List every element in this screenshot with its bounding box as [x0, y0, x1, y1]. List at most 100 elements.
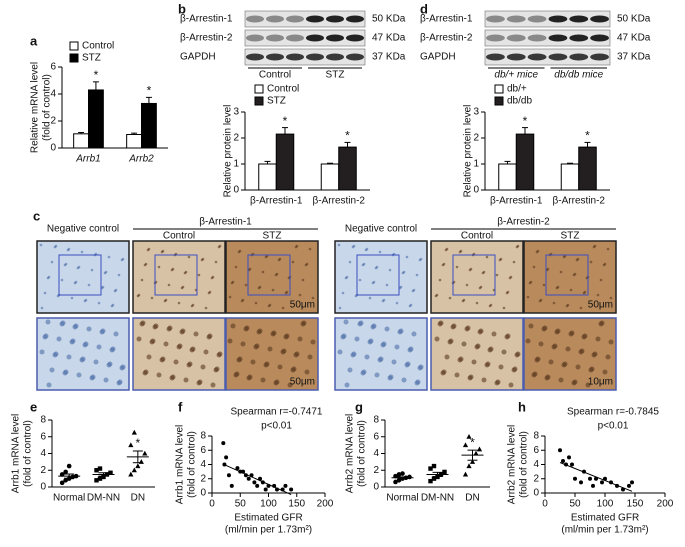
nucleus [227, 338, 233, 344]
nucleus [39, 349, 45, 355]
nucleus [301, 278, 305, 282]
nucleus [565, 346, 571, 352]
blot-band [346, 53, 364, 61]
y-tick-label: 2 [40, 465, 46, 476]
point [226, 473, 231, 478]
nucleus [545, 374, 551, 380]
point [393, 473, 398, 479]
nucleus [485, 255, 489, 259]
nucleus [471, 359, 477, 365]
y-tick-label: 4 [373, 448, 379, 459]
legend-label: STZ [82, 53, 101, 64]
point [101, 474, 106, 480]
nucleus [53, 351, 59, 357]
protein-label: β-Arrestin-1 [199, 217, 252, 228]
point [108, 470, 113, 475]
annotation: p<0.01 [261, 421, 292, 432]
nucleus [454, 372, 460, 378]
blot-band [286, 34, 304, 42]
inset-box [356, 254, 400, 296]
blot-band [326, 34, 344, 42]
nucleus [569, 330, 575, 336]
nucleus [599, 320, 605, 326]
panel-letter: d [420, 1, 428, 16]
nucleus [585, 382, 591, 388]
nucleus [515, 351, 521, 357]
point [603, 476, 607, 481]
y-axis-label: (fold of control) [519, 431, 530, 498]
nucleus [207, 333, 213, 339]
nucleus [401, 377, 407, 383]
nucleus [583, 290, 587, 294]
point [564, 462, 568, 467]
nucleus [491, 331, 497, 337]
legend-swatch [254, 84, 264, 94]
nucleus [482, 270, 486, 274]
point [142, 450, 148, 456]
nucleus [244, 325, 250, 331]
nucleus [448, 296, 452, 300]
column-label: STZ [263, 231, 282, 242]
nucleus [388, 268, 392, 272]
nucleus [107, 255, 111, 259]
bar [320, 163, 340, 191]
size-label: 37 KDa [372, 52, 406, 63]
nucleus [525, 338, 531, 344]
y-axis-label: Arrb2 mRNA level [345, 414, 356, 493]
nucleus [305, 262, 309, 266]
bar [126, 134, 143, 149]
nucleus [528, 323, 534, 329]
nucleus [516, 244, 520, 248]
nucleus [348, 260, 352, 264]
y-tick-label: 8 [200, 431, 206, 442]
nucleus [150, 338, 156, 344]
point [573, 476, 577, 481]
nucleus [66, 354, 72, 360]
nucleus [365, 247, 369, 251]
blot-band [246, 34, 264, 42]
nucleus [354, 336, 360, 342]
column-label: Negative control [345, 224, 417, 235]
x-axis-label: Estimated GFR [234, 513, 302, 524]
nucleus [70, 296, 74, 300]
nucleus [80, 250, 84, 254]
nucleus [451, 323, 457, 329]
y-tick-label: 3 [473, 107, 479, 118]
blot-band [590, 53, 609, 61]
nucleus [402, 270, 406, 274]
scale-bar: 50μm [290, 300, 315, 311]
nucleus [395, 301, 399, 305]
legend-label: db/+ [507, 84, 527, 95]
nucleus [343, 319, 349, 325]
y-tick-label: 4 [200, 459, 206, 470]
nucleus [100, 328, 106, 334]
blot-band [590, 34, 609, 42]
nucleus [136, 336, 142, 342]
nucleus [287, 382, 293, 388]
micrograph [334, 317, 428, 391]
point [246, 476, 251, 481]
significance: * [147, 84, 152, 98]
nucleus [596, 293, 600, 297]
point [582, 469, 586, 474]
bar [578, 146, 597, 191]
nucleus [529, 280, 533, 284]
nucleus [341, 333, 347, 339]
nucleus [258, 285, 262, 289]
nucleus [505, 333, 511, 339]
nucleus [559, 270, 563, 274]
nucleus [445, 247, 449, 251]
x-tick-label: 100 [260, 499, 277, 510]
nucleus [140, 278, 144, 282]
x-tick-label: Arrb1 [75, 154, 100, 165]
blot-band [246, 53, 264, 61]
nucleus [405, 255, 409, 259]
x-axis-label: (ml/min per 1.73m²) [561, 525, 648, 536]
nucleus [150, 296, 154, 300]
column-label: STZ [561, 231, 580, 242]
point [135, 463, 141, 469]
x-tick-label: 200 [657, 499, 674, 510]
point [59, 472, 65, 477]
nucleus [73, 323, 79, 329]
